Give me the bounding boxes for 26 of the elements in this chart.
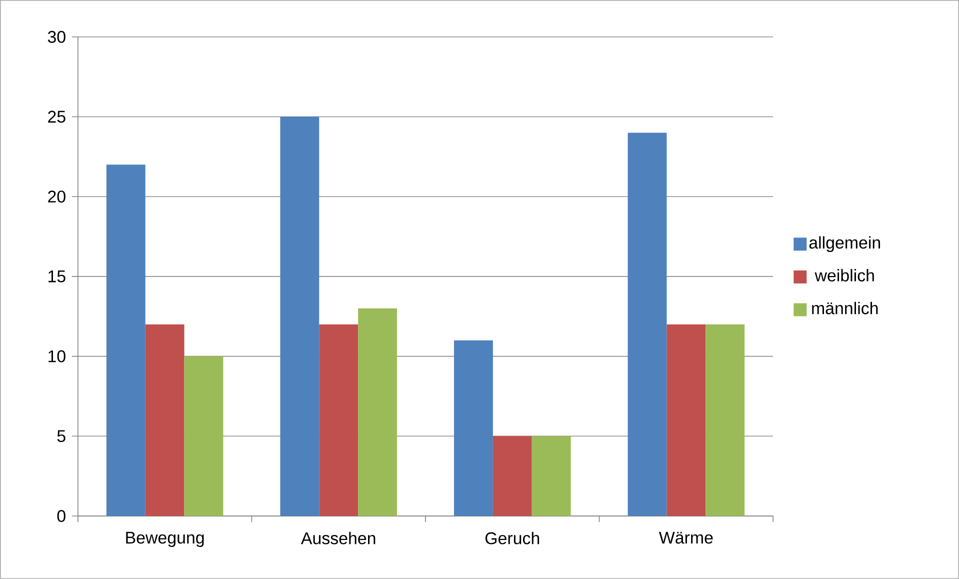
x-tick-label: Aussehen [300,532,376,544]
bar [280,116,320,516]
y-tick-label: 10 [48,350,66,362]
y-tick-label: 0 [57,510,66,522]
bar [319,324,358,516]
bar [628,132,667,516]
bar [184,356,224,516]
legend-label: männlich [812,302,878,314]
bar [706,324,745,516]
bar [454,340,493,516]
legend-label: allgemein [809,236,880,252]
y-tick-label: 5 [57,430,66,442]
bar [145,324,184,516]
y-tick-label: 30 [48,30,66,43]
y-tick-label: 25 [48,110,66,123]
y-tick-label: 15 [48,270,66,282]
bar [358,308,397,516]
bar [492,436,532,516]
bar [532,436,571,516]
x-tick-label: Wärme [658,532,713,544]
legend-label: weiblich [814,269,874,282]
y-tick-label: 20 [48,190,66,203]
bar [106,164,146,516]
x-tick-label: Geruch [485,532,540,544]
bar [666,324,706,516]
x-tick-label: Bewegung [126,532,204,548]
